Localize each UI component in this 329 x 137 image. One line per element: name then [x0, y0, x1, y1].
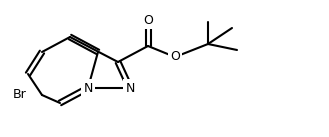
- Text: N: N: [83, 82, 93, 95]
- Text: Br: Br: [12, 89, 26, 102]
- Text: O: O: [170, 51, 180, 64]
- Text: N: N: [125, 82, 135, 95]
- Text: O: O: [143, 14, 153, 26]
